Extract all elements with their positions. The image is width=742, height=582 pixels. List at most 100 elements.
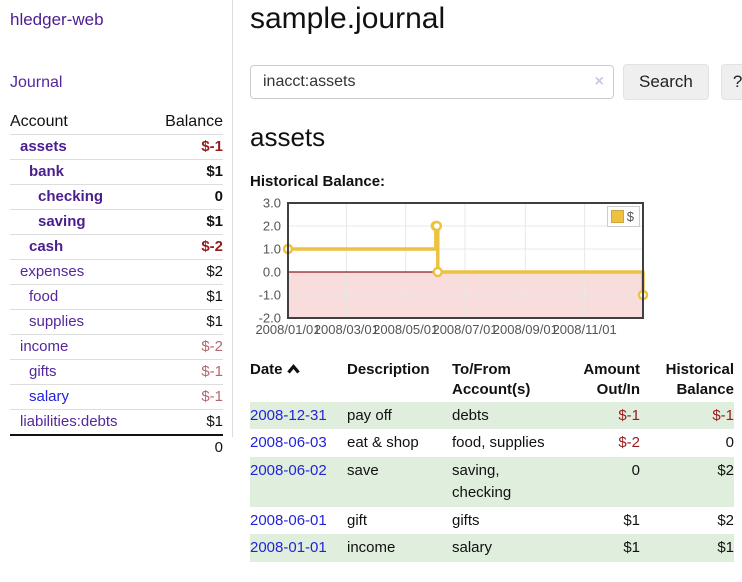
svg-text:2008/07/01: 2008/07/01 — [432, 322, 497, 337]
transaction-row: 2008-06-01 gift gifts $1 $2 — [250, 507, 734, 535]
search-input-wrap: × — [250, 65, 614, 99]
page-title: sample.journal — [250, 2, 446, 35]
svg-text:2008/03/01: 2008/03/01 — [314, 322, 379, 337]
account-balance: $2 — [148, 259, 223, 285]
transaction-description-cell: eat & shop — [347, 434, 419, 452]
account-row: gifts $-1 — [10, 359, 223, 385]
transaction-amount-cell: $1 — [623, 539, 640, 557]
account-row: expenses $2 — [10, 259, 223, 285]
account-link-expenses[interactable]: expenses — [20, 263, 85, 280]
account-link-gifts[interactable]: gifts — [29, 363, 57, 380]
account-row: checking 0 — [10, 184, 223, 210]
accounts-col-balance: Balance — [148, 110, 223, 135]
transaction-balance-cell: $2 — [717, 511, 734, 529]
transaction-date-cell: 2008-12-31 — [250, 402, 347, 430]
sidebar-item-journal[interactable]: Journal — [10, 74, 63, 91]
transaction-accounts-cell: salary — [452, 539, 493, 557]
search-input[interactable] — [250, 65, 614, 99]
svg-text:2008/11/01: 2008/11/01 — [553, 322, 617, 337]
register-table-body: 2008-12-31 pay off debts $-1 $-1 2008-06-03 ea… — [250, 401, 734, 563]
register-col-accounts[interactable]: To/From Account(s) — [452, 361, 531, 398]
transaction-accounts-cell: food, supplies — [452, 434, 545, 452]
search-help-button[interactable]: ? — [720, 64, 742, 100]
account-balance: $1 — [148, 309, 223, 335]
transaction-description-cell: gift — [347, 511, 368, 529]
transaction-row: 2008-12-31 pay off debts $-1 $-1 — [250, 401, 734, 430]
account-link-food[interactable]: food — [29, 288, 59, 305]
accounts-header-row: Account Balance — [10, 110, 223, 135]
legend-label: $ — [626, 209, 634, 224]
account-link-bank[interactable]: bank — [29, 163, 65, 180]
chart-legend: $ — [606, 206, 640, 227]
historical-balance-chart: 3.0 2.0 1.0 0.0 -1.0 -2.0 2008/01/01 2008/03/01… — [250, 196, 652, 340]
transaction-date-link[interactable]: 2008-06-02 — [250, 462, 327, 480]
register-col-balance[interactable]: Historical Balance — [665, 361, 734, 398]
svg-text:0.0: 0.0 — [263, 265, 281, 280]
accounts-total-value: 0 — [148, 434, 223, 460]
clear-search-icon[interactable]: × — [594, 73, 604, 90]
account-row: saving $1 — [10, 209, 223, 235]
transaction-balance-cell: $1 — [717, 539, 734, 557]
account-link-checking[interactable]: checking — [38, 188, 104, 205]
account-row: cash $-2 — [10, 234, 223, 260]
account-balance: $-1 — [148, 359, 223, 385]
app-title-link[interactable]: hledger-web — [10, 10, 104, 29]
svg-text:-2.0: -2.0 — [259, 311, 281, 326]
transaction-date-cell: 2008-06-02 — [250, 457, 347, 507]
transaction-balance-cell: 0 — [725, 434, 734, 452]
account-row: food $1 — [10, 284, 223, 310]
account-link-saving[interactable]: saving — [38, 213, 86, 230]
account-row: salary $-1 — [10, 384, 223, 410]
transaction-date-cell: 2008-06-03 — [250, 429, 347, 457]
transaction-date-cell: 2008-06-01 — [250, 507, 347, 535]
transaction-description-cell: income — [347, 539, 396, 557]
svg-text:3.0: 3.0 — [263, 196, 281, 211]
account-link-assets[interactable]: assets — [20, 138, 67, 155]
svg-text:2.0: 2.0 — [263, 219, 281, 234]
account-link-income[interactable]: income — [20, 338, 69, 355]
account-balance: $-2 — [148, 334, 223, 360]
account-row: income $-2 — [10, 334, 223, 360]
transaction-date-link[interactable]: 2008-01-01 — [250, 539, 327, 557]
search-form: × Search ? — [250, 64, 742, 100]
transaction-row: 2008-01-01 income salary $1 $1 — [250, 534, 734, 563]
account-balance: $1 — [148, 159, 223, 185]
transaction-amount-cell: 0 — [631, 462, 640, 480]
register-col-description[interactable]: Description — [347, 361, 430, 378]
svg-text:2008/09/01: 2008/09/01 — [493, 322, 558, 337]
transaction-amount-cell: $-1 — [618, 406, 640, 424]
account-balance: 0 — [148, 184, 223, 210]
svg-text:2008/01/01: 2008/01/01 — [255, 322, 320, 337]
transaction-date-link[interactable]: 2008-06-01 — [250, 511, 327, 529]
account-link-cash[interactable]: cash — [29, 238, 64, 255]
transaction-balance-cell: $-1 — [712, 406, 734, 424]
sort-ascending-icon — [286, 364, 300, 374]
svg-text:2008/05/01: 2008/05/01 — [373, 322, 438, 337]
transaction-accounts-cell: debts — [452, 406, 489, 424]
transaction-date-cell: 2008-01-01 — [250, 534, 347, 562]
transaction-description-cell: save — [347, 462, 379, 480]
accounts-table: Account Balance assets $-1 bank $1 checking 0… — [10, 110, 223, 460]
register-header-row: Date Description To/From Account(s) Amou… — [250, 358, 734, 402]
transaction-row: 2008-06-02 save saving, checking 0 $2 — [250, 457, 734, 507]
account-balance: $1 — [148, 409, 223, 436]
account-link-supplies[interactable]: supplies — [29, 313, 85, 330]
accounts-col-account: Account — [10, 110, 149, 135]
legend-swatch-icon — [610, 210, 624, 223]
account-row: liabilities:debts $1 — [10, 409, 223, 436]
accounts-total-row: 0 — [10, 434, 223, 460]
svg-text:-1.0: -1.0 — [259, 288, 281, 303]
register-col-amount[interactable]: Amount Out/In — [583, 361, 640, 398]
account-link-liabilities-debts[interactable]: liabilities:debts — [20, 413, 118, 430]
main-content: sample.journal × Search ? assets Histori… — [233, 0, 742, 582]
accounts-table-body: assets $-1 bank $1 checking 0 saving $1 cash $-2 e… — [10, 134, 223, 436]
transaction-date-link[interactable]: 2008-06-03 — [250, 434, 327, 452]
account-balance: $-2 — [148, 234, 223, 260]
account-link-salary[interactable]: salary — [29, 388, 70, 405]
search-button[interactable]: Search — [623, 64, 709, 100]
register-table: Date Description To/From Account(s) Amou… — [250, 358, 734, 563]
register-col-date[interactable]: Date — [250, 358, 347, 402]
transaction-date-link[interactable]: 2008-12-31 — [250, 406, 327, 424]
svg-text:1.0: 1.0 — [263, 242, 281, 257]
